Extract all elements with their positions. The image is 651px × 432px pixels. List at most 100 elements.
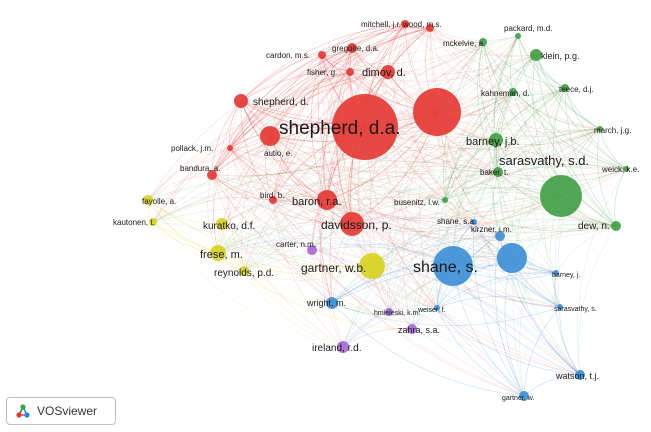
node-label[interactable]: shepherd, d.a. <box>279 118 400 139</box>
node-label[interactable]: sarasvathy, s. <box>554 306 597 313</box>
node-label[interactable]: davidsson, p. <box>321 218 392 232</box>
node-label[interactable]: watson, t.j. <box>555 371 599 381</box>
network-node-green[interactable] <box>597 126 603 132</box>
network-node-red[interactable] <box>227 145 233 151</box>
network-node-blue[interactable] <box>553 270 559 276</box>
node-label[interactable]: frese, m. <box>200 249 243 261</box>
node-label[interactable]: mitchell, j.r. <box>361 20 401 29</box>
network-node-red[interactable] <box>340 212 364 236</box>
network-node-green[interactable] <box>530 49 542 61</box>
network-node-red[interactable] <box>413 88 461 136</box>
node-label[interactable]: hmieleski, k.m. <box>374 310 420 317</box>
node-label[interactable]: teece, d.j. <box>559 85 594 94</box>
network-node-blue[interactable] <box>471 219 477 225</box>
network-node-purple[interactable] <box>385 308 393 316</box>
network-node-red[interactable] <box>332 94 398 160</box>
node-label[interactable]: shane, s.a. <box>437 217 476 226</box>
node-label[interactable]: wood, m.s. <box>402 20 442 29</box>
network-node-green[interactable] <box>442 197 448 203</box>
network-node-red[interactable] <box>318 51 326 59</box>
network-node-green[interactable] <box>493 167 503 177</box>
node-label[interactable]: dimov, d. <box>362 67 406 79</box>
network-node-yellow[interactable] <box>359 253 385 279</box>
network-node-blue[interactable] <box>557 304 563 310</box>
network-node-green[interactable] <box>623 166 629 172</box>
node-label[interactable]: weick, k.e. <box>601 165 639 174</box>
node-label[interactable]: shepherd, d. <box>253 97 309 108</box>
network-node-blue[interactable] <box>575 370 585 380</box>
node-label[interactable]: baker, t. <box>480 168 508 177</box>
node-label[interactable]: cardon, m.s. <box>266 51 310 60</box>
network-node-red[interactable] <box>381 65 395 79</box>
node-label[interactable]: carter, n.m. <box>276 240 316 249</box>
link-edge <box>511 257 581 376</box>
network-node-red[interactable] <box>269 196 277 204</box>
network-node-red[interactable] <box>401 20 409 28</box>
node-label[interactable]: pollack, j.m. <box>171 144 213 153</box>
node-label[interactable]: gartner, w. <box>502 395 534 402</box>
node-label[interactable]: kahneman, d. <box>481 89 529 98</box>
network-node-red[interactable] <box>234 94 248 108</box>
network-node-blue[interactable] <box>495 231 505 241</box>
network-node-yellow[interactable] <box>239 266 249 276</box>
node-label[interactable]: bird, b. <box>260 191 284 200</box>
link-edge <box>411 168 627 330</box>
link-edge <box>147 199 219 254</box>
node-label[interactable]: zahra, s.a. <box>398 325 440 335</box>
node-label[interactable]: kuratko, d.f. <box>203 221 255 232</box>
network-node-green[interactable] <box>611 221 621 231</box>
network-node-yellow[interactable] <box>210 245 226 261</box>
node-label[interactable]: fisher, g. <box>307 68 337 77</box>
node-label[interactable]: gregoire, d.a. <box>332 44 379 53</box>
node-label[interactable]: march, j.g. <box>594 126 631 135</box>
node-label[interactable]: klein, p.g. <box>541 51 580 61</box>
link-edge <box>404 23 561 308</box>
network-node-red[interactable] <box>260 126 280 146</box>
node-label[interactable]: kirzner, i.m. <box>471 225 512 234</box>
network-node-purple[interactable] <box>337 341 349 353</box>
network-node-green[interactable] <box>515 33 521 39</box>
node-label[interactable]: autio, e. <box>264 149 292 158</box>
network-node-red[interactable] <box>207 170 217 180</box>
network-node-green[interactable] <box>489 133 503 147</box>
vosviewer-logo[interactable]: VOSviewer <box>6 397 116 425</box>
network-node-blue[interactable] <box>434 305 440 311</box>
node-label[interactable]: fayolle, a. <box>142 197 176 206</box>
node-label[interactable]: packard, m.d. <box>504 24 552 33</box>
network-node-green[interactable] <box>509 88 517 96</box>
node-label[interactable]: baron, r.a. <box>292 196 342 208</box>
network-node-green[interactable] <box>479 38 487 46</box>
network-node-green[interactable] <box>561 84 569 92</box>
network-node-blue[interactable] <box>326 297 338 309</box>
network-node-green[interactable] <box>540 175 582 217</box>
node-label[interactable]: gartner, w.b. <box>301 261 366 275</box>
network-node-red[interactable] <box>426 24 434 32</box>
network-node-red[interactable] <box>347 43 357 53</box>
network-node-purple[interactable] <box>307 245 317 255</box>
node-label[interactable]: busenitz, l.w. <box>394 198 440 207</box>
network-node-blue[interactable] <box>497 243 527 273</box>
node-label[interactable]: barney, j.b. <box>466 136 520 148</box>
node-label[interactable]: kautonen, t. <box>113 218 155 227</box>
node-label[interactable]: wright, m. <box>306 298 346 308</box>
node-label[interactable]: weiser, f. <box>417 307 446 314</box>
link-edge <box>229 128 601 173</box>
network-node-purple[interactable] <box>407 324 417 334</box>
node-label[interactable]: shane, s. <box>413 259 478 276</box>
node-label[interactable]: sarasvathy, s.d. <box>499 153 589 168</box>
network-node-yellow[interactable] <box>143 195 153 205</box>
network-node-yellow[interactable] <box>149 218 157 226</box>
node-label[interactable]: reynolds, p.d. <box>214 268 274 279</box>
node-label[interactable]: barney, j. <box>552 272 580 279</box>
node-label[interactable]: mckelvie, a. <box>443 39 485 48</box>
network-node-red[interactable] <box>317 190 337 210</box>
link-edge <box>217 237 454 267</box>
node-label[interactable]: ireland, r.d. <box>312 343 361 354</box>
node-label[interactable]: bandura, a. <box>180 164 220 173</box>
network-node-red[interactable] <box>346 68 354 76</box>
network-node-yellow[interactable] <box>216 218 228 230</box>
network-node-blue[interactable] <box>433 246 473 286</box>
node-label[interactable]: dew, n. <box>578 221 610 232</box>
network-node-blue[interactable] <box>519 391 529 401</box>
